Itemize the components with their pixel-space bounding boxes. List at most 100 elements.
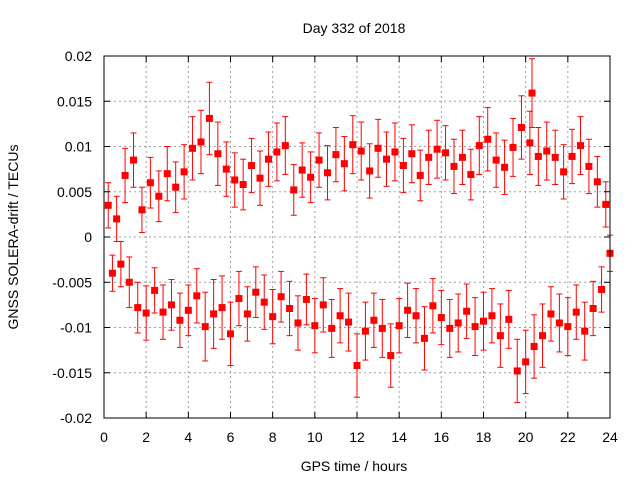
data-point <box>134 304 142 312</box>
data-point <box>277 293 285 301</box>
y-tick-label: 0.02 <box>65 48 92 64</box>
chart-title: Day 332 of 2018 <box>303 20 406 36</box>
x-tick-label: 4 <box>184 429 192 445</box>
data-point <box>555 319 563 327</box>
data-point <box>205 114 213 122</box>
data-point <box>480 317 487 325</box>
data-point <box>425 153 433 161</box>
y-axis-label: GNSS SOLERA-drift / TECUs <box>5 145 21 330</box>
data-point <box>488 312 496 320</box>
data-point <box>589 304 597 312</box>
x-tick-label: 10 <box>307 429 323 445</box>
data-point <box>117 260 125 268</box>
data-point <box>353 362 361 370</box>
data-point <box>264 155 272 163</box>
data-point <box>290 186 298 194</box>
data-point <box>534 152 542 160</box>
data-point <box>378 324 386 332</box>
data-point <box>146 179 154 187</box>
x-tick-label: 20 <box>518 429 534 445</box>
data-point <box>568 152 576 160</box>
data-point <box>496 332 504 340</box>
data-point <box>113 215 121 223</box>
data-point <box>458 153 466 161</box>
data-point <box>323 169 331 177</box>
data-point <box>256 174 264 182</box>
data-point <box>159 308 167 316</box>
data-point <box>547 310 555 318</box>
y-tick-label: -0.01 <box>60 320 92 336</box>
data-point <box>294 319 302 327</box>
data-point <box>374 144 382 152</box>
x-tick-label: 12 <box>349 429 365 445</box>
data-point <box>593 178 601 186</box>
y-tick-label: -0.005 <box>52 274 92 290</box>
data-point <box>598 285 606 293</box>
data-point <box>539 332 547 340</box>
data-point <box>391 148 399 156</box>
data-point <box>184 306 192 314</box>
data-point <box>189 144 197 152</box>
y-tick-label: 0 <box>84 229 92 245</box>
data-point <box>176 316 184 324</box>
data-point <box>121 171 129 179</box>
data-point <box>471 323 479 331</box>
x-tick-label: 2 <box>142 429 150 445</box>
data-point <box>260 298 268 306</box>
data-point <box>420 334 428 342</box>
data-point <box>361 327 369 335</box>
x-axis-label: GPS time / hours <box>301 458 408 474</box>
ticks <box>103 55 611 419</box>
data-point <box>530 343 538 351</box>
data-point <box>475 142 483 150</box>
data-point <box>412 312 420 320</box>
data-point <box>501 163 509 171</box>
x-tick-label: 6 <box>227 429 235 445</box>
data-point <box>399 162 407 170</box>
data-point <box>248 162 256 170</box>
data-point <box>404 306 412 314</box>
data-point <box>193 292 201 300</box>
data-point <box>383 155 391 163</box>
data-point <box>252 288 260 296</box>
data-point <box>576 142 584 150</box>
data-point <box>298 166 306 174</box>
data-point <box>125 278 133 286</box>
data-point <box>336 312 344 320</box>
data-point <box>572 308 580 316</box>
data-point <box>218 304 226 312</box>
data-point <box>437 314 445 322</box>
data-point <box>231 176 239 184</box>
x-tick-label: 8 <box>269 429 277 445</box>
data-point <box>517 123 525 131</box>
data-point <box>302 295 310 303</box>
data-point <box>138 206 146 214</box>
data-point <box>210 310 218 318</box>
x-tick-label: 24 <box>602 429 618 445</box>
data-point <box>442 149 450 157</box>
data-point <box>395 322 403 330</box>
data-point <box>151 286 159 294</box>
data-point <box>433 145 441 153</box>
y-tick-label: 0.015 <box>57 93 92 109</box>
data-point <box>239 181 247 189</box>
y-tick-label: -0.015 <box>52 365 92 381</box>
data-point <box>311 322 319 330</box>
data-point <box>197 138 205 146</box>
data-point <box>429 302 437 310</box>
data-point <box>108 269 116 277</box>
data-point <box>454 319 462 327</box>
data-point <box>509 143 517 151</box>
data-point <box>543 147 551 155</box>
data-point <box>522 358 530 366</box>
data-point <box>286 304 294 312</box>
data-point <box>467 171 475 179</box>
data-point <box>345 318 353 326</box>
data-point <box>222 165 230 173</box>
data-point <box>551 153 559 161</box>
tick-labels: 0 2 4 6 8 10 12 14 16 18 20 22 24-0.02-0.015-0.01-0.… <box>52 48 618 445</box>
data-point <box>315 156 323 164</box>
data-point <box>446 324 454 332</box>
